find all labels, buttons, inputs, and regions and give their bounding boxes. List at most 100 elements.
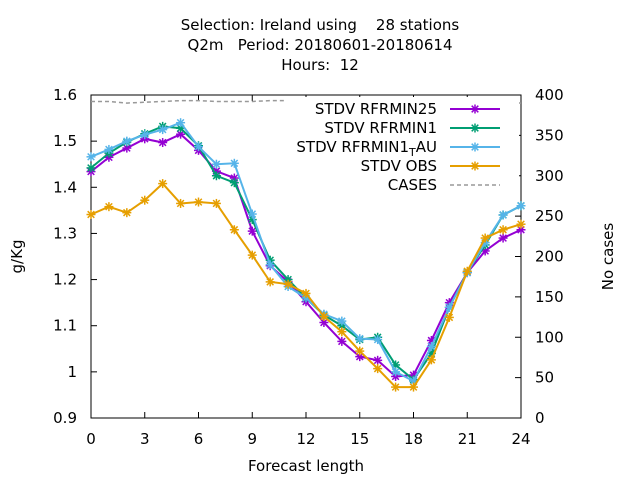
title-line-1: Selection: Ireland using 28 stations bbox=[180, 16, 460, 34]
y-tick-label: 1.4 bbox=[53, 178, 77, 196]
data-point-stdv-rfrmin1-tau bbox=[104, 144, 114, 154]
data-point-stdv-rfrmin1-tau bbox=[176, 118, 186, 128]
y2-tick-label: 400 bbox=[535, 86, 564, 104]
data-point-stdv-obs bbox=[104, 202, 114, 212]
data-point-stdv-rfrmin1-tau bbox=[158, 125, 168, 135]
data-point-stdv-rfrmin1-tau bbox=[211, 159, 221, 169]
data-point-stdv-obs bbox=[391, 382, 401, 392]
legend-label-stdv-rfrmin1-tau: STDV RFRMIN1TAU bbox=[296, 138, 437, 159]
data-point-stdv-rfrmin1-tau bbox=[140, 130, 150, 140]
series-stdv-obs bbox=[86, 179, 526, 392]
data-point-stdv-obs bbox=[86, 210, 96, 220]
x-tick-label: 3 bbox=[140, 430, 150, 448]
data-point-stdv-rfrmin1-tau bbox=[194, 142, 203, 152]
data-point-stdv-obs bbox=[283, 279, 293, 289]
data-point-stdv-rfrmin1-tau bbox=[229, 158, 239, 168]
x-tick-label: 21 bbox=[458, 430, 477, 448]
data-point-stdv-rfrmin25 bbox=[176, 129, 186, 139]
data-point-stdv-rfrmin1-tau bbox=[122, 136, 132, 146]
data-point-stdv-obs bbox=[516, 219, 526, 229]
data-point-stdv-obs bbox=[355, 346, 365, 356]
data-point-stdv-obs bbox=[426, 355, 436, 365]
y2-tick-label: 150 bbox=[535, 288, 564, 306]
series-layer bbox=[86, 99, 526, 392]
data-point-stdv-obs bbox=[140, 195, 150, 205]
data-point-stdv-obs bbox=[247, 250, 257, 260]
legend-label-stdv-rfrmin1: STDV RFRMIN1 bbox=[324, 119, 437, 137]
x-tick-label: 18 bbox=[404, 430, 423, 448]
data-point-stdv-rfrmin1-tau bbox=[355, 334, 365, 344]
y-tick-label: 1.3 bbox=[53, 224, 77, 242]
y-tick-label: 0.9 bbox=[53, 409, 77, 427]
data-point-stdv-rfrmin1-tau bbox=[337, 316, 347, 326]
axes: 0 3 6 9 12 15 18 21 24 0.9 1 1.1 1.2 1.3 1.4 1.5 1.6 0 50 1… bbox=[8, 86, 617, 475]
data-point-stdv-obs bbox=[229, 225, 239, 235]
legend-entry-cases: CASES bbox=[388, 176, 500, 194]
legend-entry-stdv-rfrmin1: STDV RFRMIN1 bbox=[324, 119, 500, 137]
x-tick-label: 6 bbox=[194, 430, 204, 448]
y2-tick-label: 250 bbox=[535, 207, 564, 225]
data-point-stdv-rfrmin1 bbox=[229, 178, 239, 188]
y-tick-label: 1.5 bbox=[53, 132, 77, 150]
title-line-3: Hours: 12 bbox=[281, 56, 359, 74]
data-point-stdv-obs bbox=[301, 288, 311, 298]
data-point-stdv-obs bbox=[122, 208, 132, 218]
y2-tick-label: 300 bbox=[535, 167, 564, 185]
data-point-stdv-rfrmin1-tau bbox=[86, 152, 96, 162]
x-tick-label: 0 bbox=[86, 430, 96, 448]
data-point-stdv-obs bbox=[480, 233, 490, 243]
y2-tick-label: 0 bbox=[535, 409, 545, 427]
legend-marker-stdv-rfrmin25 bbox=[470, 104, 480, 114]
data-point-stdv-obs bbox=[498, 225, 508, 235]
data-point-stdv-rfrmin25 bbox=[498, 233, 508, 243]
y2-axis-label: No cases bbox=[599, 223, 617, 291]
x-axis-label: Forecast length bbox=[248, 457, 364, 475]
legend-entry-stdv-rfrmin25: STDV RFRMIN25 bbox=[315, 100, 500, 118]
y-tick-label: 1.2 bbox=[53, 271, 77, 289]
data-point-stdv-obs bbox=[176, 198, 186, 208]
data-point-stdv-rfrmin25 bbox=[247, 226, 257, 236]
data-point-stdv-obs bbox=[319, 311, 329, 321]
y2-tick-label: 50 bbox=[535, 369, 554, 387]
x-tick-label: 24 bbox=[511, 430, 530, 448]
x-tick-label: 9 bbox=[247, 430, 257, 448]
x-tick-label: 15 bbox=[350, 430, 369, 448]
data-point-stdv-obs bbox=[158, 179, 168, 189]
title-line-2: Q2m Period: 20180601-20180614 bbox=[187, 36, 453, 54]
legend-background bbox=[285, 97, 519, 188]
data-point-stdv-obs bbox=[265, 277, 275, 287]
data-point-stdv-rfrmin25 bbox=[337, 336, 347, 346]
legend-entry-stdv-rfrmin1-tau: STDV RFRMIN1TAU bbox=[296, 138, 500, 159]
y2-tick-label: 100 bbox=[535, 328, 564, 346]
x-tick-label: 12 bbox=[296, 430, 315, 448]
y-tick-label: 1.1 bbox=[53, 317, 77, 335]
y-tick-label: 1 bbox=[67, 363, 77, 381]
legend-marker-stdv-rfrmin1-tau bbox=[470, 142, 480, 152]
y2-tick-label: 350 bbox=[535, 126, 564, 144]
data-point-stdv-rfrmin1-tau bbox=[498, 210, 508, 220]
data-point-stdv-rfrmin25 bbox=[158, 138, 168, 148]
legend-label-stdv-rfrmin25: STDV RFRMIN25 bbox=[315, 100, 437, 118]
data-point-stdv-rfrmin1-tau bbox=[516, 201, 526, 211]
data-point-stdv-rfrmin1-tau bbox=[373, 335, 383, 345]
data-point-stdv-rfrmin1 bbox=[211, 171, 221, 181]
data-point-stdv-obs bbox=[373, 364, 383, 374]
data-point-stdv-obs bbox=[194, 197, 203, 207]
data-point-stdv-rfrmin1 bbox=[86, 163, 96, 173]
data-point-stdv-obs bbox=[211, 198, 221, 208]
data-point-stdv-obs bbox=[337, 327, 347, 337]
y-tick-label: 1.6 bbox=[53, 86, 77, 104]
series-line-stdv-obs bbox=[90, 182, 522, 389]
data-point-stdv-obs bbox=[462, 266, 472, 276]
data-point-stdv-obs bbox=[444, 312, 454, 322]
data-point-stdv-rfrmin1-tau bbox=[391, 367, 401, 377]
legend-marker-stdv-obs bbox=[470, 161, 480, 171]
legend-label-cases: CASES bbox=[388, 176, 437, 194]
data-point-stdv-rfrmin1-tau bbox=[247, 209, 257, 219]
y-axis-label: g/Kg bbox=[8, 240, 26, 274]
data-point-stdv-rfrmin1-tau bbox=[265, 260, 275, 270]
legend-label-stdv-obs: STDV OBS bbox=[361, 157, 437, 175]
data-point-stdv-rfrmin25 bbox=[319, 317, 329, 327]
